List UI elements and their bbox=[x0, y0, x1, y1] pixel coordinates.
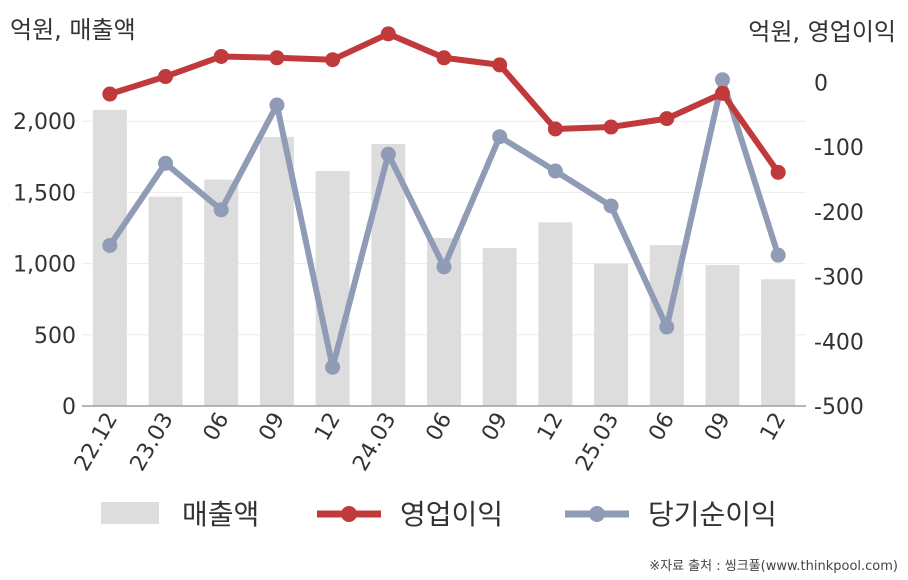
x-tick-label: 09 bbox=[254, 409, 290, 446]
operating-profit-point bbox=[436, 50, 452, 66]
net-income-point bbox=[436, 259, 452, 275]
right-axis-ticks: -500 -400 -300 -200 -100 0 bbox=[814, 71, 864, 420]
left-axis-ticks: 0 500 1,000 1,500 2,000 bbox=[13, 110, 76, 420]
legend-label-operating-profit: 영업이익 bbox=[400, 498, 503, 531]
net-income-point bbox=[603, 198, 619, 214]
revenue-bar bbox=[482, 247, 517, 406]
net-income-point bbox=[659, 319, 675, 335]
net-income-point bbox=[492, 129, 508, 145]
revenue-bar bbox=[705, 265, 740, 406]
x-tick-label: 23.03 bbox=[126, 409, 179, 476]
revenue-bars bbox=[92, 109, 796, 407]
right-tick-label: -200 bbox=[814, 201, 864, 226]
x-tick-label: 09 bbox=[477, 409, 513, 446]
x-tick-label: 09 bbox=[700, 409, 736, 446]
left-tick-label: 500 bbox=[34, 324, 76, 349]
left-tick-label: 1,000 bbox=[13, 253, 76, 278]
revenue-bar bbox=[92, 109, 127, 407]
net-income-point bbox=[158, 155, 174, 171]
x-tick-label: 12 bbox=[310, 409, 346, 446]
right-tick-label: -400 bbox=[814, 330, 864, 355]
net-income-point bbox=[102, 237, 118, 253]
x-tick-label: 25.03 bbox=[571, 409, 624, 476]
x-tick-label: 06 bbox=[199, 409, 235, 446]
legend-swatch-net-income-marker bbox=[589, 506, 605, 522]
net-income-point bbox=[380, 146, 396, 162]
revenue-bar bbox=[538, 222, 573, 406]
operating-profit-point bbox=[269, 50, 285, 66]
net-income-point bbox=[770, 247, 786, 263]
x-axis-ticks: 22.12 23.03 06 09 12 24.03 06 09 12 25.03 06 09 12 bbox=[70, 409, 791, 476]
net-income-point bbox=[213, 202, 229, 218]
x-tick-label: 24.03 bbox=[348, 409, 401, 476]
x-tick-label: 06 bbox=[644, 409, 680, 446]
right-tick-label: 0 bbox=[814, 71, 828, 96]
x-tick-label: 06 bbox=[422, 409, 458, 446]
operating-profit-point bbox=[492, 57, 508, 73]
operating-profit-point bbox=[714, 85, 730, 101]
x-tick-label: 12 bbox=[756, 409, 792, 446]
revenue-bar bbox=[594, 263, 629, 406]
legend-swatch-revenue bbox=[101, 502, 159, 524]
net-income-point bbox=[269, 97, 285, 113]
profit-lines bbox=[102, 26, 786, 375]
operating-profit-point bbox=[547, 121, 563, 137]
operating-profit-point bbox=[659, 111, 675, 127]
operating-profit-point bbox=[380, 26, 396, 42]
operating-profit-point bbox=[770, 164, 786, 180]
operating-profit-point bbox=[102, 86, 118, 102]
right-tick-label: -500 bbox=[814, 395, 864, 420]
net-income-point bbox=[325, 359, 341, 375]
right-tick-label: -300 bbox=[814, 266, 864, 291]
revenue-bar bbox=[148, 196, 183, 406]
revenue-bar bbox=[761, 279, 796, 406]
source-note: ※자료 출처 : 씽크풀(www.thinkpool.com) bbox=[649, 559, 898, 574]
revenue-bar bbox=[259, 136, 294, 406]
x-tick-label: 22.12 bbox=[70, 409, 123, 476]
legend: 매출액 영업이익 당기순이익 bbox=[101, 498, 777, 531]
net-income-point bbox=[714, 72, 730, 88]
left-tick-label: 0 bbox=[62, 395, 76, 420]
legend-label-net-income: 당기순이익 bbox=[648, 498, 777, 531]
operating-profit-point bbox=[603, 119, 619, 135]
right-axis-title: 억원, 영업이익 bbox=[748, 18, 896, 46]
x-tick-label: 12 bbox=[533, 409, 569, 446]
operating-profit-point bbox=[213, 48, 229, 64]
right-tick-label: -100 bbox=[814, 136, 864, 161]
left-axis-title: 억원, 매출액 bbox=[10, 16, 136, 44]
net-income-point bbox=[547, 163, 563, 179]
left-tick-label: 1,500 bbox=[13, 181, 76, 206]
legend-swatch-operating-profit-marker bbox=[341, 506, 357, 522]
operating-profit-point bbox=[158, 69, 174, 85]
left-tick-label: 2,000 bbox=[13, 110, 76, 135]
legend-label-revenue: 매출액 bbox=[182, 498, 259, 531]
operating-profit-point bbox=[325, 52, 341, 68]
